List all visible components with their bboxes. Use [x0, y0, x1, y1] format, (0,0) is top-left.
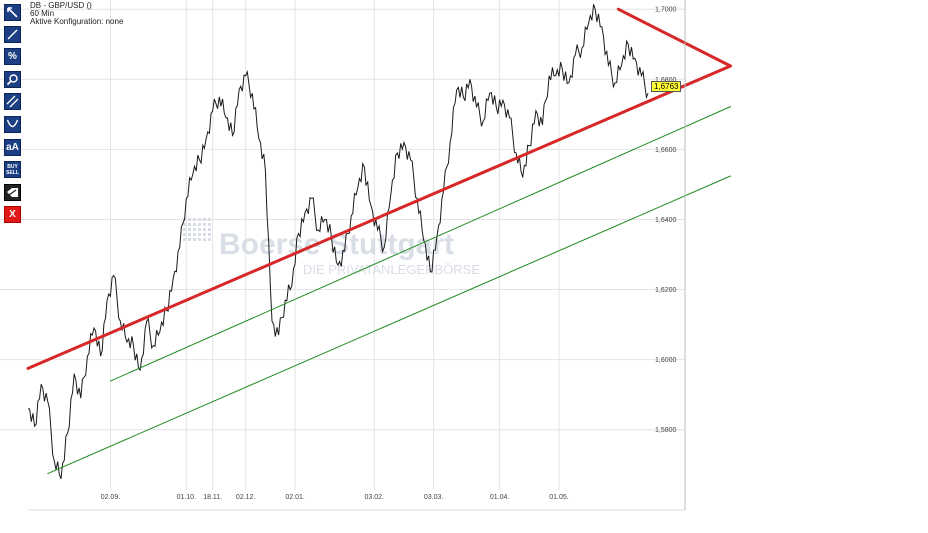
trendline-tool-button[interactable]	[4, 26, 21, 43]
magnifier-icon	[6, 74, 18, 86]
watermark-title: Boerse Stuttgart	[219, 228, 454, 261]
pointer-icon	[7, 7, 18, 18]
x-tick-label: 01.10.	[177, 494, 197, 501]
x-tick-label: 02.12.	[236, 494, 256, 501]
x-tick-label: 02.09.	[101, 494, 121, 501]
pointer-tool-button[interactable]	[4, 4, 21, 21]
trendline-resistance	[616, 7, 732, 68]
x-tick-label: 03.02.	[365, 494, 385, 501]
x-tick-label: 01.04.	[490, 494, 510, 501]
y-tick-label: 1,5800	[655, 427, 677, 434]
trend-annotations	[26, 7, 732, 475]
price-series-line	[27, 4, 649, 479]
channel-line	[109, 106, 731, 382]
buy-label: BUY	[7, 163, 18, 170]
y-tick-label: 1,6400	[655, 217, 677, 224]
current-price-tag: 1,6763	[651, 81, 682, 92]
sell-label: SELL	[6, 169, 19, 176]
watermark: Boerse Stuttgart DIE PRIVATANLEGERBÖRSE	[183, 218, 480, 277]
y-tick-label: 1,6600	[655, 147, 677, 154]
x-tick-label: 03.03.	[424, 494, 444, 501]
x-axis-ticks: 02.09. 01.10. 18.11. 02.12. 02.01. 03.02. 03.0…	[101, 494, 569, 501]
chart-grid	[0, 0, 685, 511]
x-tick-label: 02.01.	[285, 494, 305, 501]
percent-icon: %	[8, 51, 17, 62]
x-tick-label: 18.11.	[203, 494, 222, 501]
x-tick-label: 01.05.	[549, 494, 569, 501]
chart-header: DB - GBP/USD () 60 Min Aktive Konfigurat…	[30, 2, 123, 26]
parallel-lines-icon	[6, 95, 19, 108]
y-axis-ticks: 1,7000 1,6800 1,6600 1,6400 1,6200 1,6000 1,58…	[655, 7, 677, 435]
text-tool-button[interactable]: aA	[4, 139, 21, 156]
draw-tool-button[interactable]	[4, 184, 21, 201]
y-tick-label: 1,6800	[655, 77, 677, 84]
delete-tool-button[interactable]: X	[4, 206, 21, 223]
y-tick-label: 1,7000	[655, 7, 677, 14]
watermark-subtitle: DIE PRIVATANLEGERBÖRSE	[303, 262, 480, 277]
arc-icon	[6, 119, 19, 128]
zoom-tool-button[interactable]	[4, 71, 21, 88]
buy-sell-button[interactable]: BUY SELL	[4, 161, 21, 178]
y-tick-label: 1,6000	[655, 357, 677, 364]
arc-tool-button[interactable]	[4, 116, 21, 133]
y-tick-label: 1,6200	[655, 287, 677, 294]
trendline-support	[26, 64, 732, 370]
chart-interval: 60 Min	[30, 9, 55, 18]
watermark-logo-dots	[183, 218, 211, 241]
draw-icon	[7, 188, 18, 197]
percent-tool-button[interactable]: %	[4, 48, 21, 65]
channel-tool-button[interactable]	[4, 93, 21, 110]
close-icon: X	[9, 209, 16, 220]
channel-line	[47, 175, 731, 475]
chart-instrument-title: DB - GBP/USD ()	[30, 1, 92, 10]
trendline-icon	[7, 29, 18, 40]
text-icon: aA	[6, 142, 19, 153]
chart-configuration: Aktive Konfiguration: none	[30, 17, 124, 26]
